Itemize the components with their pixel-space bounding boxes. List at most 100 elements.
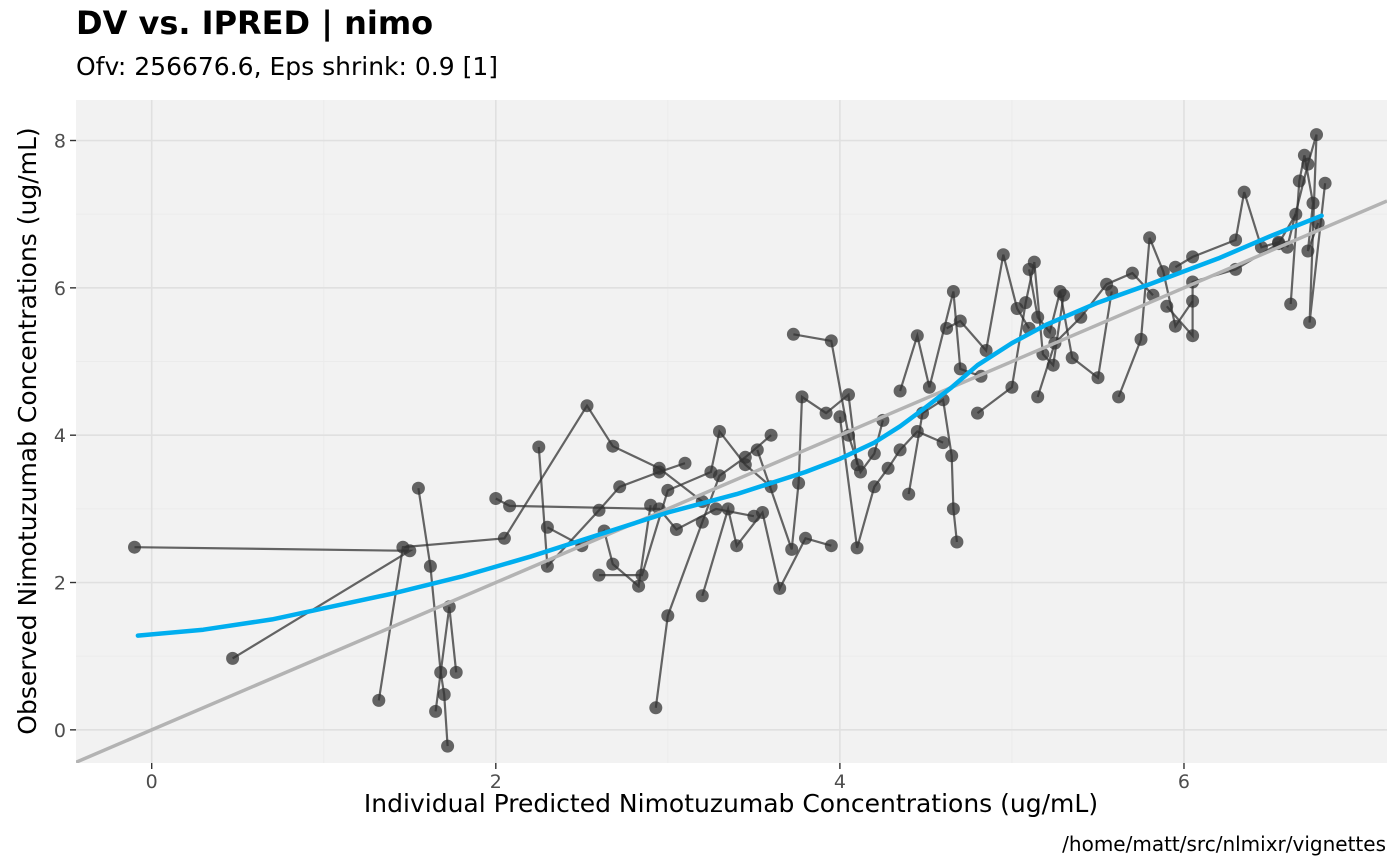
data-point bbox=[1306, 196, 1320, 210]
data-point bbox=[503, 499, 517, 513]
data-point bbox=[632, 579, 646, 593]
data-point bbox=[1031, 310, 1045, 324]
data-point bbox=[429, 704, 443, 718]
y-tick-label: 0 bbox=[54, 720, 66, 742]
data-layer bbox=[76, 128, 1387, 763]
data-point bbox=[396, 540, 410, 554]
data-point bbox=[226, 651, 240, 665]
data-point bbox=[979, 344, 993, 357]
data-point bbox=[709, 502, 723, 516]
data-point bbox=[824, 539, 838, 553]
data-point bbox=[1100, 277, 1114, 291]
y-tick-label: 6 bbox=[54, 278, 66, 300]
individual-points bbox=[128, 128, 1332, 753]
data-point bbox=[854, 465, 867, 479]
chart-caption: /home/matt/src/nlmixr/vignettes bbox=[1062, 832, 1386, 856]
x-tick-label: 4 bbox=[834, 771, 846, 793]
data-point bbox=[1074, 310, 1088, 324]
data-point bbox=[1005, 380, 1019, 394]
data-point bbox=[824, 334, 838, 348]
data-point bbox=[669, 523, 683, 536]
data-point bbox=[750, 443, 764, 457]
x-tick-label: 0 bbox=[146, 771, 158, 793]
data-point bbox=[606, 439, 620, 453]
data-point bbox=[1229, 233, 1243, 247]
y-tick-label: 2 bbox=[54, 573, 66, 595]
y-tick-label: 8 bbox=[54, 131, 66, 153]
data-point bbox=[1065, 351, 1079, 365]
data-point bbox=[1019, 296, 1033, 310]
chart-title: DV vs. IPRED | nimo bbox=[76, 4, 434, 42]
data-point bbox=[1186, 329, 1200, 343]
data-point bbox=[661, 609, 675, 623]
data-point bbox=[613, 480, 627, 494]
data-point bbox=[497, 531, 511, 545]
data-point bbox=[950, 535, 964, 549]
data-point bbox=[580, 399, 594, 413]
data-point bbox=[635, 568, 649, 582]
data-point bbox=[606, 557, 620, 571]
data-point bbox=[1156, 265, 1170, 279]
x-axis-ticks: 0 2 4 6 bbox=[146, 763, 1190, 793]
data-point bbox=[695, 515, 709, 529]
data-point bbox=[1186, 294, 1200, 308]
data-point bbox=[819, 406, 833, 420]
data-point bbox=[764, 428, 778, 442]
data-point bbox=[996, 248, 1010, 262]
data-point bbox=[1160, 299, 1174, 313]
data-point bbox=[1091, 371, 1105, 385]
data-point bbox=[1301, 157, 1315, 171]
data-point bbox=[1318, 176, 1332, 190]
data-point bbox=[713, 425, 726, 438]
data-point bbox=[936, 436, 950, 450]
data-point bbox=[411, 481, 425, 495]
x-axis-title: Individual Predicted Nimotuzumab Concent… bbox=[364, 789, 1098, 818]
y-axis-title: Observed Nimotuzumab Concentrations (ug/… bbox=[13, 127, 42, 734]
data-point bbox=[946, 285, 960, 298]
data-point bbox=[953, 362, 967, 376]
data-point bbox=[738, 458, 752, 472]
data-point bbox=[721, 502, 735, 516]
data-point bbox=[946, 502, 960, 516]
data-point bbox=[867, 480, 881, 494]
data-point bbox=[1043, 325, 1057, 339]
data-point bbox=[128, 540, 141, 554]
data-point bbox=[1125, 266, 1139, 280]
data-point bbox=[1310, 128, 1323, 142]
data-point bbox=[1168, 319, 1182, 333]
data-point bbox=[833, 410, 847, 424]
data-point bbox=[441, 739, 455, 753]
data-point bbox=[795, 390, 809, 404]
data-point bbox=[785, 542, 799, 556]
data-point bbox=[893, 384, 907, 398]
smooth-line bbox=[135, 213, 1324, 638]
data-point bbox=[540, 520, 554, 534]
data-point bbox=[1031, 390, 1045, 404]
data-point bbox=[1289, 207, 1303, 221]
data-point bbox=[893, 443, 907, 457]
data-point bbox=[423, 559, 437, 573]
data-point bbox=[1046, 358, 1060, 372]
data-point bbox=[1022, 262, 1036, 276]
minor-grid bbox=[76, 100, 1387, 763]
data-point bbox=[661, 483, 675, 497]
data-point bbox=[1143, 231, 1157, 245]
plot-panel bbox=[76, 100, 1387, 763]
data-point bbox=[1134, 332, 1148, 346]
data-point bbox=[940, 321, 954, 335]
data-point bbox=[922, 380, 936, 394]
data-point bbox=[953, 314, 967, 328]
data-point bbox=[644, 498, 658, 512]
data-point bbox=[372, 693, 386, 707]
y-axis-ticks: 0 2 4 6 8 bbox=[54, 131, 76, 742]
data-point bbox=[756, 506, 769, 519]
data-point bbox=[730, 539, 744, 553]
data-point bbox=[532, 440, 546, 454]
data-point bbox=[850, 541, 864, 555]
data-point bbox=[1254, 240, 1268, 254]
data-point bbox=[1237, 185, 1251, 199]
identity-line bbox=[76, 199, 1387, 763]
data-point bbox=[1112, 390, 1126, 404]
data-point bbox=[489, 492, 503, 505]
